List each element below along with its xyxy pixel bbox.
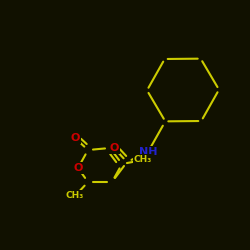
Text: CH₃: CH₃ <box>66 192 84 200</box>
Text: NH: NH <box>139 147 157 157</box>
Text: CH₃: CH₃ <box>134 156 152 164</box>
Text: O: O <box>109 143 119 153</box>
Text: O: O <box>73 163 83 173</box>
Text: O: O <box>70 133 80 143</box>
